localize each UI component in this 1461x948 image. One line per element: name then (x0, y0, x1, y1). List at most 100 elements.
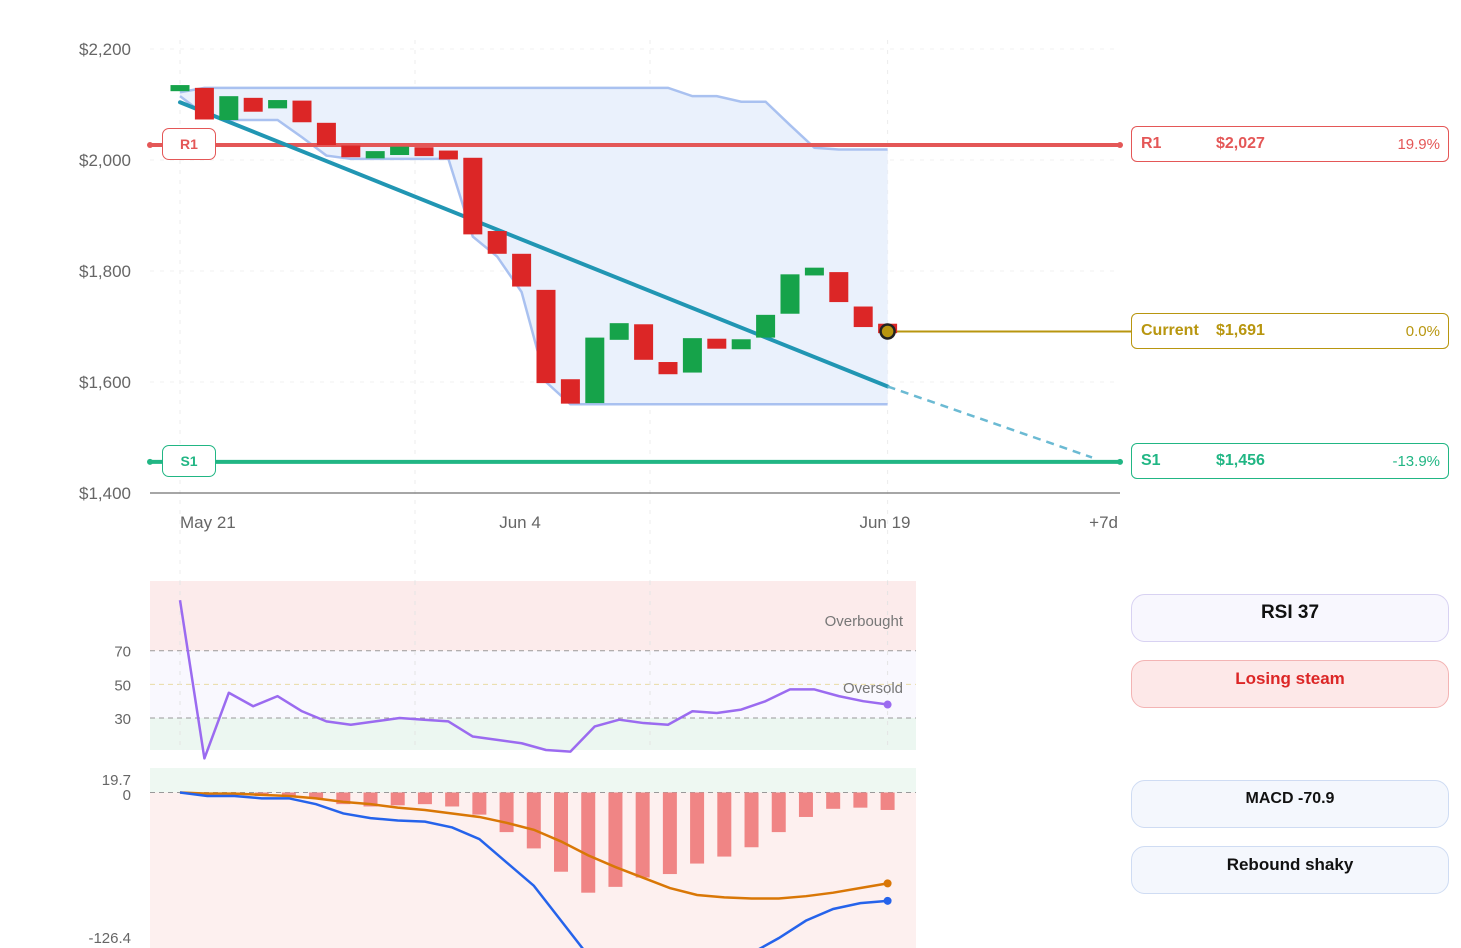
candle (170, 85, 190, 92)
rsi-title-pill: RSI 37 (1131, 594, 1449, 642)
s1-tag-label: S1 (180, 453, 198, 469)
x-axis-ticks: May 21 Jun 4 Jun 19 +7d (180, 513, 1118, 532)
x-tick-label: Jun 19 (859, 513, 910, 532)
macd-histogram-bar (472, 792, 487, 815)
level-lines (147, 142, 1131, 465)
macd-line (179, 791, 888, 948)
level-pct: -13.9% (1392, 452, 1440, 470)
level-label-s1: S1 $1,456 -13.9% (1131, 443, 1449, 479)
trendline-solid (178, 100, 890, 389)
rsi-overbought-zone (150, 581, 916, 651)
overbought-label: Overbought (825, 613, 904, 630)
macd-histogram-bar (336, 792, 351, 805)
y-tick-label: $1,400 (79, 484, 131, 503)
level-value: $1,691 (1216, 322, 1265, 339)
y-tick-label: $1,800 (79, 262, 131, 281)
rsi-tick-label: 50 (114, 677, 131, 694)
rsi-endpoint (883, 700, 892, 709)
signal-endpoint (883, 879, 892, 888)
current-price-marker (879, 323, 896, 340)
candle (341, 145, 361, 158)
trendline (178, 100, 1093, 459)
candle (536, 289, 556, 384)
candle (219, 96, 239, 121)
candle (829, 272, 849, 303)
macd-histogram-bar (445, 792, 460, 807)
band-upper-line (179, 86, 888, 151)
candle (780, 274, 800, 314)
macd-histogram-bar (662, 792, 677, 875)
candle (292, 100, 312, 123)
macd-histogram-bar (309, 792, 324, 799)
macd-tick-label: 0 (123, 787, 131, 804)
x-tick-label: +7d (1089, 513, 1118, 532)
support-line-cap (147, 458, 153, 465)
candle (487, 231, 507, 254)
macd-histogram-bar (281, 792, 296, 796)
level-pct: 0.0% (1405, 322, 1440, 340)
x-tick-label: Jun 4 (499, 513, 541, 532)
candle (268, 100, 288, 109)
macd-histogram-bar (608, 792, 623, 887)
macd-status-pill: Rebound shaky (1131, 846, 1449, 894)
level-label-current: Current $1,691 0.0% (1131, 313, 1449, 349)
candle (512, 253, 532, 287)
support-line-cap (1117, 458, 1123, 465)
level-key: R1 (1141, 135, 1162, 152)
candle (390, 146, 410, 156)
level-value: $1,456 (1216, 452, 1265, 469)
rsi-tick-label: 30 (114, 711, 131, 728)
candles (170, 85, 898, 404)
candle (853, 306, 873, 328)
macd-histogram-bar (390, 792, 405, 806)
macd-histogram-bar (690, 792, 705, 864)
rsi-title: RSI 37 (1260, 602, 1320, 623)
level-key: S1 (1141, 452, 1161, 469)
macd-histogram-bar (880, 792, 895, 810)
rsi-panel: 70 50 30 Overbought Oversold (114, 581, 916, 760)
candle (560, 379, 580, 404)
macd-histogram-bar (581, 792, 596, 893)
macd-histogram-bar (744, 792, 759, 848)
resistance-line-cap (147, 142, 153, 149)
rsi-tick-label: 70 (114, 644, 131, 661)
candle (438, 150, 458, 160)
candle (731, 339, 751, 350)
candle (585, 337, 605, 404)
macd-histogram-bar (417, 792, 432, 805)
level-label-r1: R1 $2,027 19.9% (1131, 126, 1449, 162)
macd-histogram-bar (771, 792, 786, 833)
oversold-label: Oversold (843, 680, 903, 697)
macd-panel: 19.70 -126.4 (88, 768, 916, 948)
candle (756, 314, 776, 338)
candle (682, 338, 702, 373)
rsi-status: Losing steam (1235, 669, 1345, 688)
level-pct: 19.9% (1397, 135, 1440, 153)
macd-signal-line (179, 791, 888, 900)
macd-histogram-bar (717, 792, 732, 857)
trendline-projection (887, 385, 1093, 459)
macd-status: Rebound shaky (1226, 855, 1354, 874)
r1-tag-label: R1 (180, 136, 198, 152)
candle (316, 122, 336, 146)
candle (634, 324, 654, 360)
level-key: Current (1141, 322, 1199, 339)
y-tick-label: $2,000 (79, 151, 131, 170)
macd-histogram-bar (798, 792, 813, 817)
rsi-status-pill: Losing steam (1131, 660, 1449, 708)
rsi-oversold-zone (150, 718, 916, 750)
macd-tick-label: 19.7 (102, 772, 131, 789)
macd-histogram-bar (853, 792, 868, 808)
y-tick-label: $2,200 (79, 40, 131, 59)
macd-histogram-bar (499, 792, 514, 833)
macd-positive-zone (150, 768, 916, 793)
macd-title: MACD -70.9 (1245, 790, 1335, 807)
candle (463, 157, 483, 235)
x-tick-label: May 21 (180, 513, 236, 532)
candle (707, 338, 727, 349)
macd-histogram-bar (635, 792, 650, 878)
r1-tag: R1 (162, 128, 216, 160)
macd-title-pill: MACD -70.9 (1131, 780, 1449, 828)
candle (609, 323, 629, 340)
macd-histogram-bar (826, 792, 841, 809)
